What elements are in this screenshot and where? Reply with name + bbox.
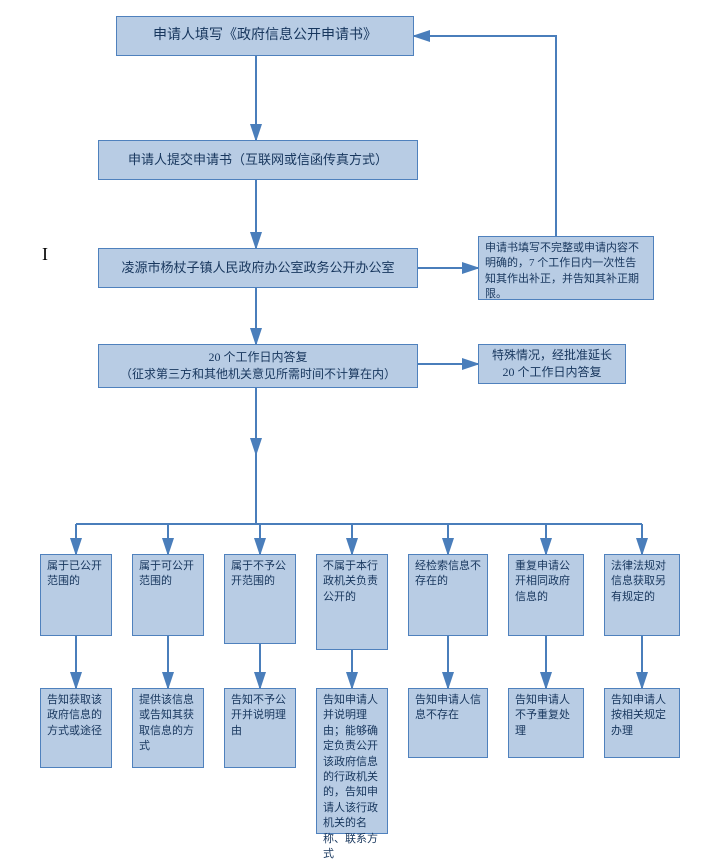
flow-node-c3: 告知不予公开并说明理由 (224, 688, 296, 768)
flow-node-b2: 属于可公开范围的 (132, 554, 204, 636)
flow-node-c2: 提供该信息或告知其获取信息的方式 (132, 688, 204, 768)
flow-node-b1: 属于已公开范围的 (40, 554, 112, 636)
flow-node-n5: 20 个工作日内答复（征求第三方和其他机关意见所需时间不计算在内） (98, 344, 418, 388)
flow-node-n4: 申请书填写不完整或申请内容不明确的，7 个工作日内一次性告知其作出补正，并告知其… (478, 236, 654, 300)
flow-node-b3: 属于不予公开范围的 (224, 554, 296, 644)
flow-node-c4: 告知申请人并说明理由；能够确定负责公开该政府信息的行政机关的，告知申请人该行政机… (316, 688, 388, 834)
flow-node-n6: 特殊情况，经批准延长 20 个工作日内答复 (478, 344, 626, 384)
flow-node-b4: 不属于本行政机关负责公开的 (316, 554, 388, 650)
flow-node-c7: 告知申请人按相关规定办理 (604, 688, 680, 758)
flow-node-b5: 经检索信息不存在的 (408, 554, 488, 636)
flow-node-b7: 法律法规对信息获取另有规定的 (604, 554, 680, 636)
flow-node-n2: 申请人提交申请书（互联网或信函传真方式） (98, 140, 418, 180)
flow-node-n3: 凌源市杨杖子镇人民政府办公室政务公开办公室 (98, 248, 418, 288)
flow-node-c5: 告知申请人信息不存在 (408, 688, 488, 758)
flow-node-c6: 告知申请人不予重复处理 (508, 688, 584, 758)
flow-node-b6: 重复申请公开相同政府信息的 (508, 554, 584, 636)
text-cursor: I (42, 244, 48, 265)
flow-node-n1: 申请人填写《政府信息公开申请书》 (116, 16, 414, 56)
flow-node-c1: 告知获取该政府信息的方式或途径 (40, 688, 112, 768)
